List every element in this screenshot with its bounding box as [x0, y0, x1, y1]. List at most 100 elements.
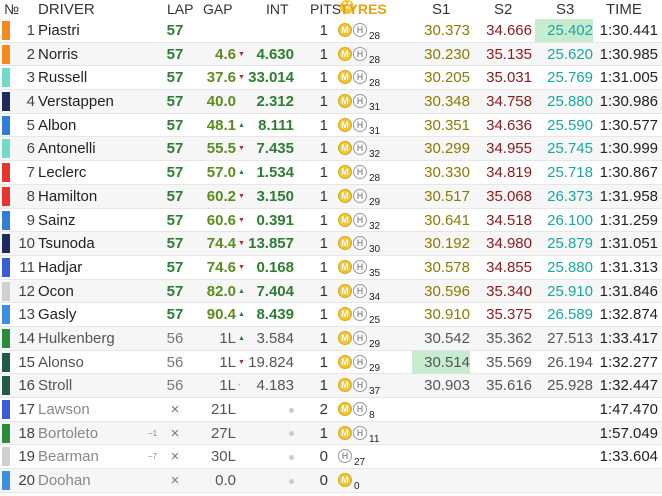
sector-s1: 30.192 — [424, 235, 470, 253]
driver-name[interactable]: Antonelli — [38, 140, 96, 158]
driver-name[interactable]: Hamilton — [38, 187, 98, 205]
table-row[interactable]: 7 Leclerc 57 57.0 ▲ 1.534 1 M H28 30.330 34.819 25.… — [0, 161, 662, 185]
table-row[interactable]: 20 Doohan × 0.0 0 M0 — [0, 469, 662, 493]
lap-count: 57 — [166, 22, 184, 39]
header-pits[interactable]: PITS — [310, 1, 342, 17]
table-row[interactable]: 2 Norris 57 4.6 ▼ 4.630 1 M H28 30.230 35.135 25.62… — [0, 42, 662, 67]
team-color-bar — [2, 210, 10, 230]
table-row[interactable]: 9 Sainz 57 60.6 ▼ 0.391 1 M H32 30.641 34.518 26.10… — [0, 209, 662, 233]
tyre-history[interactable]: M H32 — [338, 212, 380, 232]
header-gap[interactable]: GAP — [203, 1, 233, 17]
pit-stops: 1 — [319, 377, 328, 395]
table-row[interactable]: 1 Piastri 57 1 M H28 30.373 34.666 25.402 1:30.44… — [0, 19, 662, 43]
tyre-history[interactable]: M0 — [338, 473, 360, 492]
table-row[interactable]: 8 Hamilton 57 60.2 ▼ 3.150 1 M H29 30.517 35.068 26… — [0, 184, 662, 209]
gap-value: 1L — [219, 353, 236, 371]
table-row[interactable]: 11 Hadjar 57 74.6 ▼ 0.168 1 M H35 30.578 34.855 25.… — [0, 256, 662, 280]
tyre-history[interactable]: H27 — [338, 449, 365, 468]
header-s1[interactable]: S1 — [432, 1, 451, 18]
driver-name[interactable]: Hulkenberg — [38, 329, 115, 347]
table-row[interactable]: 15 Alonso 56 1L ▼ 19.824 1 M H29 30.514 35.569 26.1… — [0, 350, 662, 375]
driver-name[interactable]: Leclerc — [38, 164, 87, 182]
tyre-history[interactable]: M H8 — [338, 402, 375, 421]
tyre-history[interactable]: M H37 — [338, 378, 380, 397]
tyre-history[interactable]: M H28 — [338, 23, 380, 42]
driver-name[interactable]: Sainz — [38, 211, 76, 229]
team-color-bar — [2, 352, 10, 372]
tyre-history[interactable]: M H34 — [338, 283, 380, 303]
header-driver[interactable]: DRIVER — [38, 1, 95, 18]
table-row[interactable]: 12 Ocon 57 82.0 ▲ 7.404 1 M H34 30.596 35.340 25.91… — [0, 279, 662, 304]
table-row[interactable]: 6 Antonelli 57 55.5 ▼ 7.435 1 M H32 30.299 34.955 2… — [0, 137, 662, 162]
dot-icon: • — [238, 382, 241, 390]
hard-tyre-icon: H — [353, 425, 367, 440]
position: 19 — [18, 448, 35, 466]
driver-name[interactable]: Bortoleto — [38, 424, 99, 442]
sector-s3: 27.513 — [547, 329, 593, 347]
table-row[interactable]: 14 Hulkenberg 56 1L ▲ 3.584 1 M H29 30.542 35.362 2… — [0, 326, 662, 351]
driver-name[interactable]: Russell — [38, 69, 88, 87]
tyre-history[interactable]: M H31 — [338, 94, 380, 113]
driver-name[interactable]: Gasly — [38, 306, 77, 324]
header-time[interactable]: TIME — [606, 1, 642, 18]
tyre-history[interactable]: M H28 — [338, 165, 380, 184]
header-lap[interactable]: LAP — [167, 1, 194, 17]
sector-s3: 26.373 — [547, 187, 593, 205]
tyre-history[interactable]: M H28 — [338, 70, 380, 89]
header-int[interactable]: INT — [266, 1, 289, 17]
driver-name[interactable]: Norris — [38, 45, 78, 63]
tyre-age: 29 — [369, 362, 381, 374]
gap-value: 37.6 — [206, 69, 236, 87]
sector-s1: 30.903 — [424, 377, 470, 395]
table-row[interactable]: 4 Verstappen 57 40.0 2.312 1 M H31 30.348 34.758 2… — [0, 90, 662, 114]
tyre-history[interactable]: M H25 — [338, 307, 380, 326]
table-row[interactable]: 3 Russell 57 37.6 ▼ 33.014 1 M H28 30.205 35.031 25… — [0, 66, 662, 91]
driver-name[interactable]: Verstappen — [38, 93, 114, 111]
position: 18 — [18, 424, 35, 442]
driver-name[interactable]: Piastri — [38, 22, 80, 39]
table-row[interactable]: 18 Bortoleto −1 × 27L 1 M H11 1:57.049 — [0, 421, 662, 446]
driver-name[interactable]: Lawson — [38, 401, 90, 418]
header-s3[interactable]: S3 — [556, 1, 575, 18]
sector-s3: 25.880 — [547, 258, 593, 276]
driver-name[interactable]: Stroll — [38, 377, 73, 395]
driver-name[interactable]: Hadjar — [38, 258, 83, 276]
driver-name[interactable]: Doohan — [38, 472, 91, 490]
sector-s3: 26.100 — [547, 211, 593, 229]
table-row[interactable]: 19 Bearman −7 × 30L 0 H27 1:33.604 — [0, 445, 662, 470]
position: 13 — [18, 306, 35, 324]
tyre-history[interactable]: M H32 — [338, 141, 380, 160]
tyre-history[interactable]: M H29 — [338, 354, 380, 374]
tyre-history[interactable]: M H30 — [338, 236, 380, 255]
lap-time: 1:31.259 — [599, 211, 658, 229]
table-row[interactable]: 17 Lawson × 21L 2 M H8 1:47.470 — [0, 398, 662, 422]
gap-value: 74.4 — [206, 235, 236, 253]
tyre-history[interactable]: M H31 — [338, 117, 380, 137]
sector-s1: 30.641 — [424, 211, 470, 229]
driver-name[interactable]: Tsunoda — [38, 235, 95, 253]
lap-time: 1:31.846 — [599, 282, 658, 300]
header-s2[interactable]: S2 — [494, 1, 513, 18]
position: 20 — [18, 472, 35, 490]
tyre-history[interactable]: M H11 — [338, 425, 379, 445]
driver-name[interactable]: Ocon — [38, 282, 74, 300]
driver-name[interactable]: Albon — [38, 116, 77, 134]
tyre-history[interactable]: M H28 — [338, 46, 380, 66]
sector-s1: 30.596 — [424, 282, 470, 300]
sector-s2: 34.758 — [486, 93, 532, 111]
table-row[interactable]: 13 Gasly 57 90.4 ▲ 8.439 1 M H25 30.910 35.375 26.5… — [0, 303, 662, 327]
gap-value: 82.0 — [206, 282, 236, 300]
tyre-history[interactable]: M H35 — [338, 259, 380, 279]
driver-name[interactable]: Alonso — [38, 353, 84, 371]
driver-name[interactable]: Bearman — [38, 448, 99, 466]
position: 5 — [26, 116, 35, 134]
table-row[interactable]: 16 Stroll 56 1L • 4.183 1 M H37 30.903 35.616 25.92… — [0, 374, 662, 398]
table-row[interactable]: 10 Tsunoda 57 74.4 ▼ 13.857 1 M H30 30.192 34.980 2… — [0, 232, 662, 256]
sector-s1: 30.542 — [424, 329, 470, 347]
tyre-history[interactable]: M H29 — [338, 188, 380, 208]
table-row[interactable]: 5 Albon 57 48.1 ▲ 8.111 1 M H31 30.351 34.636 25.59… — [0, 114, 662, 138]
lap-count: 57 — [166, 116, 184, 134]
lap-count: 57 — [166, 211, 184, 229]
interval-value: 8.111 — [258, 116, 294, 134]
tyre-history[interactable]: M H29 — [338, 330, 380, 350]
